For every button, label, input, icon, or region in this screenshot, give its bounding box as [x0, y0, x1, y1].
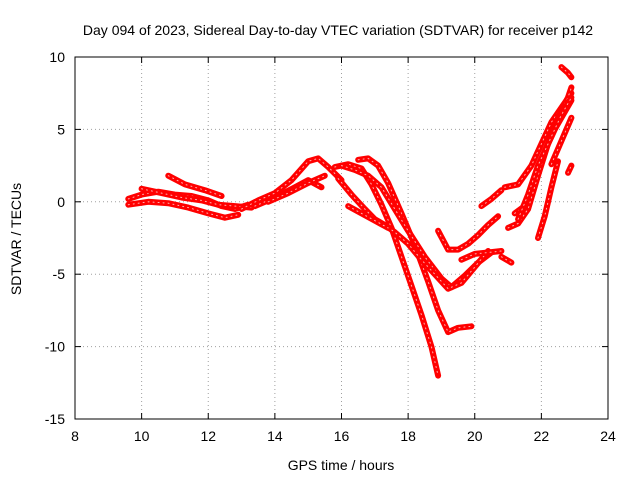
y-tick-label: -5 — [53, 266, 66, 282]
data-track-texture — [550, 117, 572, 165]
x-tick-label: 22 — [534, 428, 550, 444]
data-track-texture — [537, 160, 559, 239]
data-track — [165, 172, 225, 199]
x-tick-label: 24 — [600, 428, 616, 444]
x-axis-label: GPS time / hours — [288, 457, 395, 473]
data-track-texture — [267, 175, 326, 203]
data-track — [345, 203, 392, 231]
data-track-texture — [141, 188, 253, 209]
data-track-texture — [517, 97, 572, 220]
y-tick-label: 5 — [57, 121, 65, 137]
data-track-texture — [127, 201, 239, 219]
data-track — [435, 213, 502, 253]
y-axis-label: SDTVAR / TECUs — [8, 183, 24, 295]
data-track-texture — [460, 250, 502, 261]
y-tick-label: 10 — [49, 49, 65, 65]
gridlines — [75, 57, 608, 419]
x-tick-label: 20 — [467, 428, 483, 444]
x-tick-label: 10 — [134, 428, 150, 444]
axis-ticks: 8 10 12 14 16 18 20 22 24 10 5 0 -5 -10 -15 — [45, 49, 616, 444]
x-tick-label: 8 — [71, 428, 79, 444]
data-track — [338, 162, 495, 291]
data-track — [558, 64, 575, 81]
x-tick-label: 16 — [334, 428, 350, 444]
x-tick-label: 14 — [267, 428, 283, 444]
data-track-texture — [567, 165, 572, 174]
data-track-texture — [504, 92, 572, 188]
y-tick-label: 0 — [57, 194, 65, 210]
data-track-texture — [241, 157, 342, 210]
x-tick-label: 18 — [400, 428, 416, 444]
data-track-texture — [480, 189, 502, 207]
chart-title: Day 094 of 2023, Sidereal Day-to-day VTE… — [83, 22, 593, 38]
data-track-texture — [500, 256, 512, 264]
data-track-texture — [437, 215, 499, 251]
x-tick-label: 12 — [200, 428, 216, 444]
y-tick-label: -10 — [45, 339, 65, 355]
data-traces — [125, 64, 575, 379]
data-track-texture — [337, 178, 489, 290]
y-tick-label: -15 — [45, 411, 65, 427]
data-track — [478, 187, 505, 210]
